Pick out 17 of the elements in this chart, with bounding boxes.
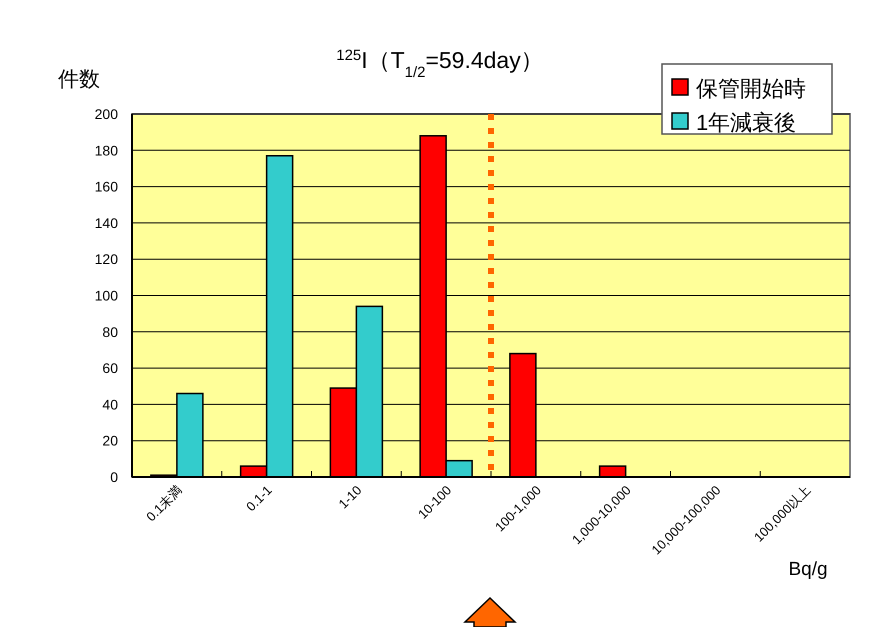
y-tick-label: 100 xyxy=(94,288,118,304)
chart-title: $^{125}$I（T$_{1/2}$=59.4day） xyxy=(336,46,544,80)
y-tick-label: 40 xyxy=(102,396,118,412)
y-tick-label: 180 xyxy=(94,142,118,158)
legend-label: 保管開始時 xyxy=(696,76,806,101)
x-axis-title: Bq/g xyxy=(788,559,828,580)
x-tick-label: 0.1未満 xyxy=(143,482,185,524)
y-tick-label: 60 xyxy=(102,360,118,376)
y-tick-label: 80 xyxy=(102,324,118,340)
y-tick-label: 20 xyxy=(102,432,118,449)
y-axis-title: 件数 xyxy=(58,68,100,91)
y-tick-label: 0 xyxy=(110,469,118,485)
y-tick-label: 140 xyxy=(94,214,118,231)
y-tick-label: 200 xyxy=(94,106,118,122)
y-tick-label: 160 xyxy=(94,178,118,195)
legend-label: 1年減衰後 xyxy=(696,110,796,135)
y-tick-label: 120 xyxy=(94,251,118,268)
